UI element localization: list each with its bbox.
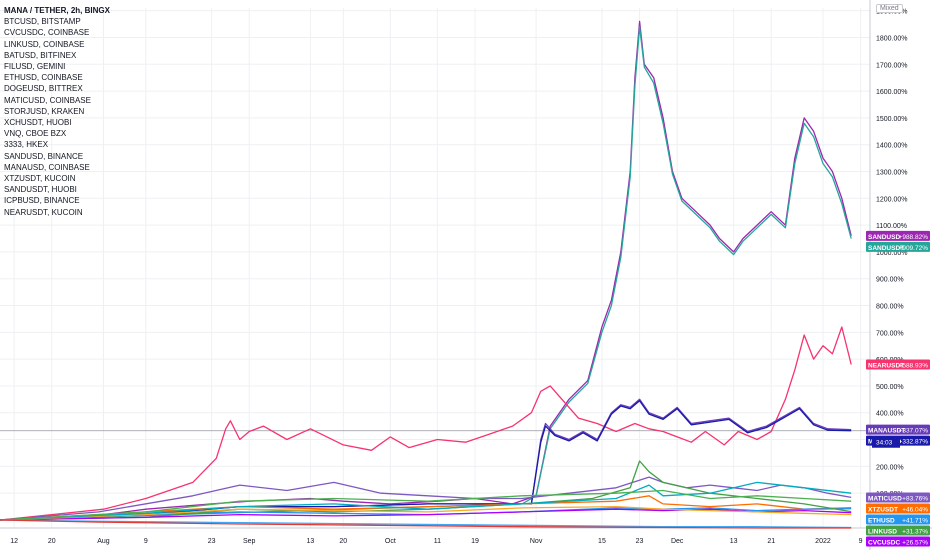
x-tick-label: Aug (97, 538, 110, 545)
legend: MANA / TETHER, 2h, BINGX BTCUSD, BITSTAM… (4, 5, 110, 218)
end-label-value: +909.72% (899, 245, 929, 252)
legend-item[interactable]: ICPBUSD, BINANCE (4, 196, 80, 206)
end-label-value: +988.82% (899, 234, 929, 241)
crosshair-label-bg (872, 437, 900, 448)
end-label-value: +41.71% (902, 517, 928, 524)
legend-item[interactable]: FILUSD, GEMINI (4, 62, 66, 72)
y-tick-label: 1200.00% (876, 196, 908, 203)
end-label-badge (866, 503, 930, 514)
end-label-value: +26.57% (902, 539, 928, 546)
x-tick-label: Nov (530, 538, 543, 545)
y-tick-label: 500.00% (876, 384, 904, 391)
end-label-badge (866, 241, 930, 252)
legend-item[interactable]: MATICUSD, COINBASE (4, 95, 91, 105)
y-tick-label: 1600.00% (876, 89, 908, 96)
legend-item[interactable]: ETHUSD, COINBASE (4, 73, 83, 83)
x-tick-label: 21 (767, 538, 775, 545)
x-tick-label: Dec (671, 538, 684, 545)
legend-item[interactable]: DOGEUSD, BITTREX (4, 84, 83, 94)
legend-item[interactable]: BATUSD, BITFINEX (4, 50, 77, 60)
series-line (0, 400, 852, 521)
end-label-value: +332.87% (899, 439, 929, 446)
y-tick-label: 1300.00% (876, 170, 908, 177)
end-label-value: +46.04% (902, 506, 928, 513)
end-label-name: SANDUSD (868, 234, 900, 241)
y-tick-label: 200.00% (876, 464, 904, 471)
chart-title: MANA / TETHER, 2h, BINGX (4, 6, 110, 15)
series-line (0, 519, 852, 529)
series-line (0, 476, 852, 521)
end-label-badge (866, 230, 930, 241)
legend-item[interactable]: SANDUSDT, HUOBI (4, 185, 77, 195)
legend-item[interactable]: LINKUSD, COINBASE (4, 39, 85, 49)
y-tick-label: 1700.00% (876, 62, 908, 69)
x-tick-label: 12 (10, 538, 18, 545)
legend-item[interactable]: NEARUSDT, KUCOIN (4, 207, 83, 217)
legend-item[interactable]: BTCUSD, BITSTAMP (4, 17, 81, 27)
end-label-name: SANDUSDT (868, 245, 904, 252)
end-label-name: MANAUSDT (868, 428, 905, 435)
y-tick-label: 1400.00% (876, 143, 908, 150)
series-line (0, 519, 852, 529)
y-tick-label: 1000.00% (876, 250, 908, 257)
x-tick-label: Sep (243, 538, 256, 545)
x-tick-label: 23 (636, 538, 644, 545)
y-tick-label: 1100.00% (876, 223, 907, 230)
end-label-value: +83.76% (902, 495, 928, 502)
end-label-name: LINKUSD (868, 528, 897, 535)
x-tick-label: 15 (598, 538, 606, 545)
end-label-name: ETHUSD (868, 517, 895, 524)
legend-item[interactable]: STORJUSD, KRAKEN (4, 106, 85, 116)
legend-item[interactable]: MANAUSD, COINBASE (4, 162, 90, 172)
x-tick-label: 11 (434, 538, 441, 545)
series-line (0, 505, 852, 521)
end-label-badge (866, 492, 930, 503)
end-label-badge (866, 359, 930, 370)
legend-item[interactable]: CVCUSDC, COINBASE (4, 28, 90, 38)
x-tick-label: Oct (385, 538, 396, 545)
end-label-badge (866, 525, 930, 536)
legend-item[interactable]: VNQ, CBOE BZX (4, 129, 67, 139)
end-label-value: +31.37% (902, 528, 928, 535)
scale-mode-button[interactable]: Mixed (876, 4, 903, 13)
series-line (0, 481, 852, 521)
end-label-name: CVCUSDC (868, 539, 900, 546)
legend-item[interactable]: XCHUSDT, HUOBI (4, 118, 72, 128)
end-label-name: MATICUSD (868, 495, 902, 502)
end-label-badge (866, 536, 930, 547)
y-tick-label: 1800.00% (876, 35, 908, 42)
y-tick-label: 400.00% (876, 411, 904, 418)
end-label-value: +588.93% (899, 362, 929, 369)
legend-item[interactable]: XTZUSDT, KUCOIN (4, 174, 76, 184)
y-tick-label: 900.00% (876, 277, 904, 284)
legend-item[interactable]: 3333, HKEX (4, 140, 49, 150)
end-label-badge (866, 514, 930, 525)
y-tick-label: 800.00% (876, 304, 904, 311)
x-tick-label: 20 (339, 538, 347, 545)
series-line (0, 489, 852, 521)
series-line (0, 326, 852, 521)
x-tick-label: 9 (144, 538, 148, 545)
y-tick-label: 1500.00% (876, 116, 908, 123)
x-tick-label: 13 (306, 538, 314, 545)
series-line (0, 26, 852, 521)
y-tick-label: 700.00% (876, 330, 904, 337)
end-label-badge (866, 424, 930, 435)
end-label-value: +337.07% (899, 428, 929, 435)
end-label-name: XTZUSDT (868, 506, 898, 513)
x-tick-label: 19 (471, 538, 479, 545)
crosshair-label: 34:03 (876, 440, 893, 447)
x-tick-label: 9 (859, 538, 863, 545)
legend-item[interactable]: SANDUSD, BINANCE (4, 151, 84, 161)
x-tick-label: 20 (48, 538, 56, 545)
x-tick-label: 13 (730, 538, 738, 545)
end-label-name: NEARUSDT (868, 362, 904, 369)
x-tick-label: 23 (208, 538, 216, 545)
x-tick-label: 2022 (815, 538, 831, 545)
